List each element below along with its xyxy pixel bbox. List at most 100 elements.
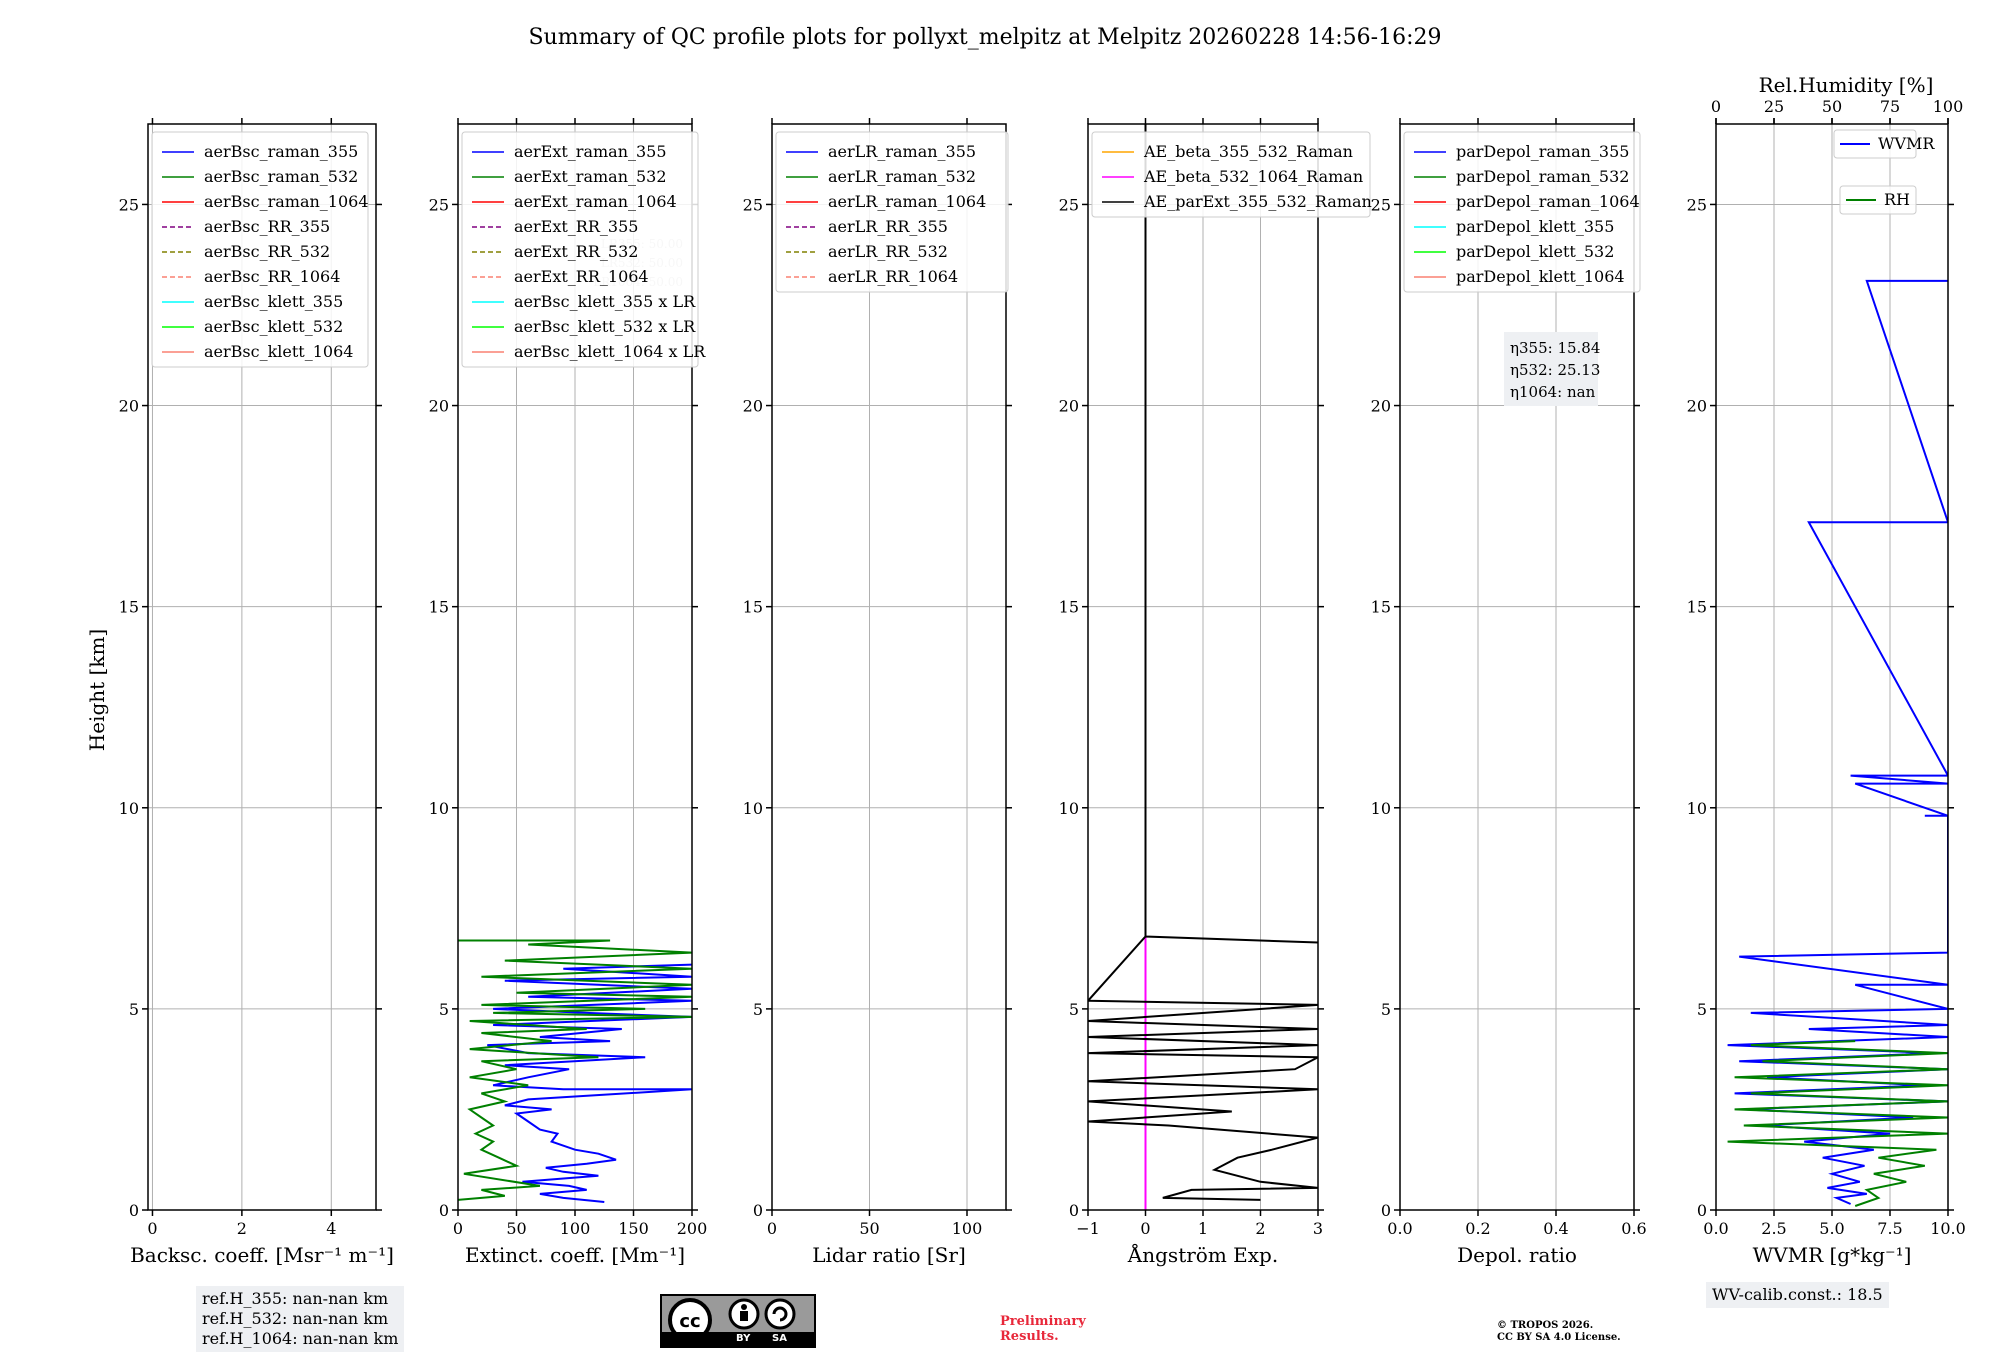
top-axis-label: Rel.Humidity [%] bbox=[1759, 73, 1934, 97]
axes-frame bbox=[147, 123, 377, 1211]
x-axis-label: Ångström Exp. bbox=[1127, 1242, 1278, 1267]
series-group bbox=[458, 939, 692, 1203]
legend-label: aerExt_RR_532 bbox=[514, 242, 638, 261]
copyright-note: © TROPOS 2026. CC BY SA 4.0 License. bbox=[1497, 1320, 1621, 1344]
legend-label: aerBsc_raman_532 bbox=[204, 167, 358, 186]
wv-calib-const: WV-calib.const.: 18.5 bbox=[1712, 1285, 1883, 1304]
svg-text:cc: cc bbox=[679, 1311, 700, 1332]
legend-label: aerLR_raman_1064 bbox=[828, 192, 986, 211]
y-tick-label: 25 bbox=[119, 195, 139, 214]
x-tick-label: 0.4 bbox=[1543, 1219, 1568, 1238]
legend-label: aerLR_RR_532 bbox=[828, 242, 948, 261]
x-tick-label: 50 bbox=[859, 1219, 879, 1238]
legend-label: AE_parExt_355_532_Raman bbox=[1143, 192, 1372, 211]
y-tick-label: 5 bbox=[753, 1000, 763, 1019]
y-tick-label: 20 bbox=[1059, 397, 1079, 416]
legend-box bbox=[151, 131, 369, 368]
legend-box bbox=[1403, 131, 1641, 293]
y-tick-label: 15 bbox=[119, 598, 139, 617]
legend-label: aerBsc_raman_1064 bbox=[204, 192, 369, 211]
legend-label: aerLR_RR_355 bbox=[828, 217, 948, 236]
series-line-aerExt_raman_532 bbox=[458, 939, 692, 1201]
y-tick-label: 0 bbox=[753, 1201, 763, 1220]
legend-label: aerBsc_klett_1064 bbox=[204, 342, 353, 361]
x-tick-label: 0.0 bbox=[1387, 1219, 1412, 1238]
x-tick-label: −1 bbox=[1076, 1219, 1100, 1238]
eta-infobox bbox=[1504, 332, 1598, 406]
y-tick-label: 25 bbox=[1687, 195, 1707, 214]
legend-box bbox=[461, 131, 699, 368]
refh-532: ref.H_532: nan-nan km bbox=[202, 1309, 389, 1328]
x-tick-label: 2 bbox=[237, 1219, 247, 1238]
legend-label: aerLR_raman_532 bbox=[828, 167, 976, 186]
y-tick-label: 10 bbox=[1371, 799, 1391, 818]
legend-label: parDepol_klett_355 bbox=[1456, 217, 1614, 236]
y-tick-label: 15 bbox=[1687, 598, 1707, 617]
legend-label: aerBsc_RR_1064 bbox=[204, 267, 340, 286]
y-tick-label: 5 bbox=[1069, 1000, 1079, 1019]
legend-label: AE_beta_532_1064_Raman bbox=[1143, 167, 1363, 186]
series-group bbox=[1727, 279, 1948, 1207]
x-axis-label: Extinct. coeff. [Mm⁻¹] bbox=[465, 1243, 685, 1267]
y-tick-label: 0 bbox=[1381, 1201, 1391, 1220]
y-tick-label: 15 bbox=[429, 598, 449, 617]
eta-value: η355: 15.84 bbox=[1510, 339, 1600, 357]
eta-value: η1064: nan bbox=[1510, 383, 1596, 401]
x-axis-label: Lidar ratio [Sr] bbox=[812, 1243, 966, 1267]
y-tick-label: 0 bbox=[1069, 1201, 1079, 1220]
x-tick-label: 0 bbox=[1140, 1219, 1150, 1238]
legend-label: aerBsc_klett_355 bbox=[204, 292, 343, 311]
legend-label: aerBsc_RR_355 bbox=[204, 217, 330, 236]
y-tick-label: 5 bbox=[1381, 1000, 1391, 1019]
series-line-WVMR bbox=[1727, 279, 1948, 1205]
refh-1064: ref.H_1064: nan-nan km bbox=[202, 1329, 399, 1348]
y-tick-label: 20 bbox=[743, 397, 763, 416]
panels: 0 2 4 0 5 10 15 20 25 Backsc. coeff. [Msr⁻¹ m⁻¹] a… bbox=[119, 73, 1966, 1267]
axes-frame bbox=[1399, 123, 1635, 1211]
figure-title: Summary of QC profile plots for pollyxt_… bbox=[528, 25, 1441, 50]
y-tick-label: 5 bbox=[439, 1000, 449, 1019]
x-tick-label: 4 bbox=[326, 1219, 336, 1238]
legend-label: aerBsc_raman_355 bbox=[204, 142, 358, 161]
legend-label: aerBsc_RR_532 bbox=[204, 242, 330, 261]
refh-355: ref.H_355: nan-nan km bbox=[202, 1289, 389, 1308]
y-tick-label: 10 bbox=[743, 799, 763, 818]
x-axis-label: Backsc. coeff. [Msr⁻¹ m⁻¹] bbox=[130, 1243, 394, 1267]
x-tick-label: 10.0 bbox=[1930, 1219, 1966, 1238]
y-tick-label: 25 bbox=[1371, 195, 1391, 214]
y-tick-label: 15 bbox=[743, 598, 763, 617]
legend-label: aerExt_RR_355 bbox=[514, 217, 638, 236]
y-tick-label: 10 bbox=[1059, 799, 1079, 818]
x-tick-label: 5.0 bbox=[1819, 1219, 1844, 1238]
legend-label: parDepol_raman_532 bbox=[1456, 167, 1629, 186]
y-tick-label: 25 bbox=[429, 195, 449, 214]
x-tick-label: 150 bbox=[618, 1219, 649, 1238]
top-tick-label: 0 bbox=[1711, 97, 1721, 116]
series-line-RH bbox=[1727, 1040, 1948, 1207]
series-line-AE_parExt_355_532_Raman bbox=[1088, 124, 1318, 1201]
x-tick-label: 0 bbox=[453, 1219, 463, 1238]
x-tick-label: 50 bbox=[506, 1219, 526, 1238]
y-tick-label: 5 bbox=[1697, 1000, 1707, 1019]
series-line-aerExt_raman_355 bbox=[487, 963, 692, 1203]
top-tick-label: 75 bbox=[1880, 97, 1900, 116]
eta-value: η532: 25.13 bbox=[1510, 361, 1600, 379]
legend-label: aerLR_raman_355 bbox=[828, 142, 976, 161]
x-tick-label: 100 bbox=[952, 1219, 983, 1238]
legend-label: aerBsc_klett_1064 x LR bbox=[514, 342, 706, 361]
wv-calibration-box: WV-calib.const.: 18.5 bbox=[1706, 1282, 1889, 1308]
panel-lidar_ratio: 0 50 100 0 5 10 15 20 25 Lidar ratio [Sr] aerLR_ra… bbox=[743, 118, 1012, 1267]
y-tick-label: 15 bbox=[1371, 598, 1391, 617]
y-tick-label: 0 bbox=[129, 1201, 139, 1220]
legend-label: aerExt_raman_1064 bbox=[514, 192, 677, 211]
x-axis-label: WVMR [g*kg⁻¹] bbox=[1753, 1243, 1912, 1267]
x-tick-label: 200 bbox=[677, 1219, 708, 1238]
panel-extinction: 0 50 100 150 200 0 5 10 15 20 25 Extinct. coeff. [M… bbox=[429, 118, 708, 1267]
legend-label: WVMR bbox=[1878, 134, 1935, 153]
panel-depol: 0.0 0.2 0.4 0.6 0 5 10 15 20 25 Depol. ratio parDep… bbox=[1371, 118, 1647, 1267]
legend-label: aerExt_raman_355 bbox=[514, 142, 667, 161]
legend-label: aerLR_RR_1064 bbox=[828, 267, 958, 286]
legend-box bbox=[1833, 129, 1917, 159]
